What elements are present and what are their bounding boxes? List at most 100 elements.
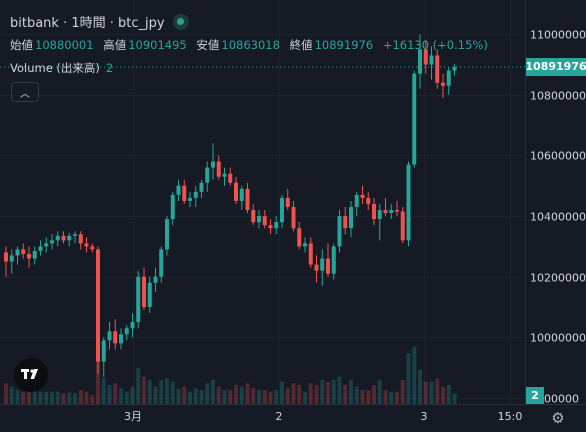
volume-bar: [27, 388, 31, 404]
time-tick-label: 3: [421, 410, 428, 423]
candle-body: [107, 331, 112, 341]
volume-bar: [165, 378, 169, 404]
volume-bar: [429, 381, 434, 404]
candle-body: [176, 185, 181, 195]
candle-body: [285, 197, 290, 207]
candle-body: [216, 161, 221, 177]
ohlc-legend: 始値 10880001 高値 10901495 安値 10863018 終値 10891…: [10, 37, 494, 53]
candle-body: [441, 82, 445, 86]
volume-bar: [326, 381, 330, 404]
gear-icon[interactable]: ⚙: [551, 409, 565, 427]
candle-body: [308, 243, 313, 265]
volume-bar: [32, 390, 37, 404]
candle-body: [320, 258, 325, 271]
volume-bar: [107, 385, 112, 404]
volume-bar: [349, 380, 353, 404]
volume-bar: [147, 380, 152, 404]
candle-body: [44, 243, 49, 247]
candle-body: [245, 188, 250, 211]
volume-bar: [153, 386, 158, 404]
volume-bar: [61, 393, 66, 404]
time-axis: 3月 2 3 15:0: [124, 410, 522, 423]
chart-grid: [0, 0, 525, 404]
volume-bar: [446, 385, 451, 404]
volume-bar: [84, 391, 89, 404]
candle-body: [262, 216, 267, 226]
candle-body: [193, 191, 198, 198]
candle-body: [446, 70, 451, 86]
low-label: 安値: [196, 38, 220, 52]
volume-bar: [101, 378, 106, 404]
candle-body: [27, 253, 31, 259]
symbol-title: bitbank · 1時間 · btc_jpy: [10, 16, 165, 31]
volume-bar: [331, 380, 336, 404]
volume-bar: [50, 391, 54, 404]
volume-bar: [320, 380, 325, 404]
candle-body: [337, 216, 342, 247]
volume-bar: [67, 392, 72, 404]
volume-bar: [90, 395, 95, 404]
volume-bar: [245, 383, 250, 404]
candle-series: [4, 34, 457, 377]
candle-body: [147, 282, 152, 308]
volume-bar: [205, 383, 210, 404]
candle-body: [257, 216, 261, 223]
volume-bar: [360, 390, 365, 404]
volume-bar: [389, 391, 394, 404]
volume-bar: [228, 390, 233, 404]
volume-bar: [211, 380, 215, 404]
candle-body: [389, 210, 394, 214]
candle-body: [21, 249, 26, 254]
volume-bar: [55, 391, 60, 404]
time-tick-label: 3月: [124, 410, 142, 423]
volume-bar: [435, 378, 440, 404]
candle-body: [188, 197, 192, 201]
volume-bar: [303, 391, 307, 404]
candle-body: [297, 228, 302, 247]
volume-bar: [193, 388, 198, 404]
volume-bar: [124, 391, 129, 404]
candle-body: [435, 55, 440, 83]
candle-body: [153, 276, 158, 283]
candle-body: [73, 234, 77, 236]
candle-body: [452, 66, 457, 71]
tradingview-logo-mark: [21, 369, 38, 379]
candle-body: [159, 249, 164, 277]
price-tick-label: 10400000: [530, 211, 586, 224]
volume-legend[interactable]: Volume (出来高) 2: [10, 60, 113, 76]
candle-body: [4, 252, 8, 262]
candle-body: [165, 219, 169, 250]
candle-body: [274, 222, 279, 229]
volume-bar: [412, 346, 417, 404]
candle-body: [268, 225, 273, 229]
volume-histogram: [4, 330, 457, 404]
candle-body: [50, 240, 54, 244]
volume-bar: [113, 383, 118, 404]
volume-value: 2: [105, 61, 114, 75]
volume-bar: [136, 368, 141, 404]
close-value: 10891976: [314, 38, 374, 52]
candle-body: [331, 246, 336, 274]
collapse-legend-button[interactable]: ︿: [11, 82, 39, 102]
symbol-legend[interactable]: bitbank · 1時間 · btc_jpy: [10, 12, 189, 31]
candle-body: [383, 210, 388, 214]
volume-bar: [308, 383, 313, 404]
candle-body: [142, 276, 146, 308]
candle-body: [199, 182, 204, 192]
candle-body: [78, 234, 83, 244]
change-value: +16130 (+0.15%): [382, 38, 488, 52]
tradingview-logo-icon[interactable]: [14, 358, 48, 392]
candle-body: [412, 73, 417, 165]
candle-body: [251, 210, 256, 223]
close-label: 終値: [289, 38, 313, 52]
volume-bar: [366, 390, 371, 404]
volume-bar: [130, 386, 135, 404]
volume-bar: [78, 390, 83, 404]
volume-bar: [291, 383, 296, 404]
candle-body: [182, 185, 187, 201]
volume-bar: [257, 390, 261, 404]
candle-body: [314, 264, 319, 271]
candle-body: [418, 49, 422, 74]
